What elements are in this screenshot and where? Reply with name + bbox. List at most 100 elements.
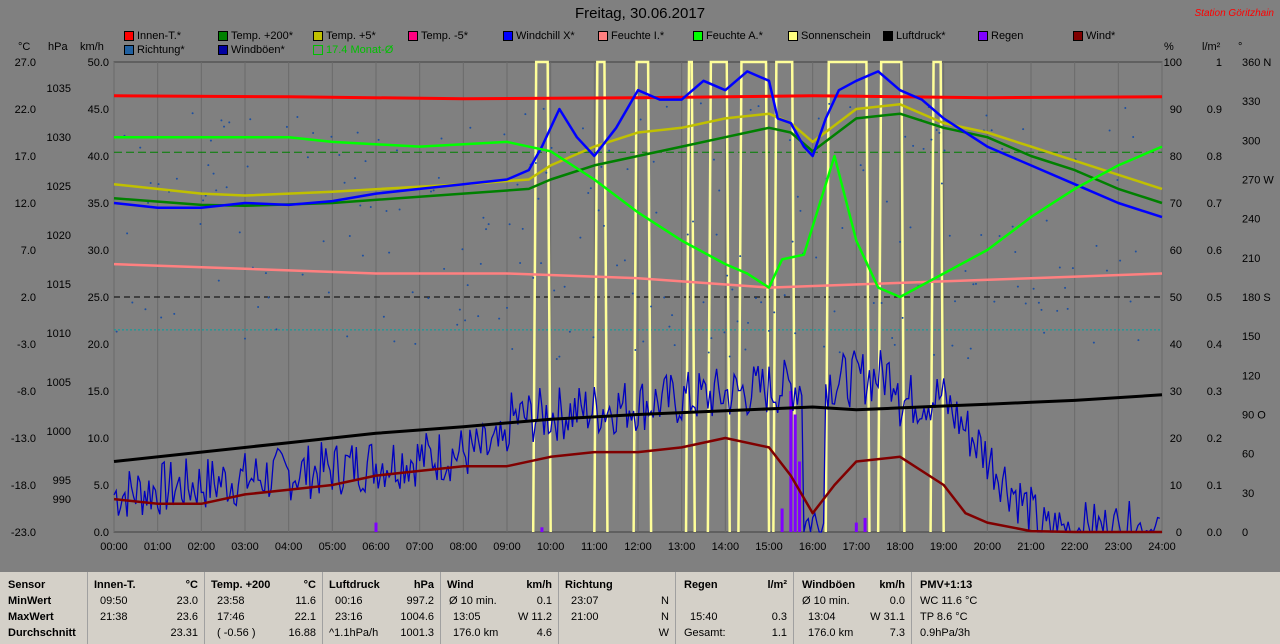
direction-dot: [744, 348, 747, 351]
innen-unit: °C: [185, 579, 198, 591]
direction-dot: [430, 190, 433, 193]
direction-dot: [464, 319, 467, 322]
deg-tick-label: 60: [1242, 449, 1254, 461]
direction-dot: [537, 197, 540, 200]
col-druck: Luftdruck hPa 00:16 997.2 23:16 1004.6 ^…: [323, 572, 441, 644]
x-tick-label: 20:00: [974, 541, 1002, 553]
legend-item: Richtung*: [124, 44, 185, 56]
direction-dot: [663, 296, 666, 299]
direction-dot: [238, 231, 241, 234]
sunshine-band: [876, 60, 906, 533]
temp-max-value: 22.1: [294, 611, 316, 623]
rain-bar: [789, 391, 793, 532]
direction-dot: [1095, 244, 1098, 247]
direction-dot: [728, 355, 731, 358]
direction-dot: [361, 254, 364, 257]
direction-dot: [553, 289, 556, 292]
kmh-tick-label: 50.0: [88, 57, 109, 69]
x-tick-label: 09:00: [493, 541, 521, 553]
legend-swatch: [124, 31, 134, 41]
wind-max-time: 13:05: [453, 611, 481, 623]
direction-dot: [718, 189, 721, 192]
stats-table: Sensor MinWert MaxWert Durchschnitt Inne…: [0, 572, 1280, 644]
temp-avg-value: 16.88: [288, 627, 316, 639]
direction-dot: [747, 321, 750, 324]
direction-dot: [726, 274, 729, 277]
temp-tick-label: 22.0: [15, 104, 36, 116]
direction-dot: [1024, 302, 1027, 305]
legend-label: Richtung*: [137, 44, 185, 56]
direction-dot: [443, 267, 446, 270]
rain-bar: [854, 522, 858, 532]
col-richtung: Richtung 23:07 N 21:00 N W: [559, 572, 676, 644]
direction-dot: [1032, 287, 1035, 290]
direction-dot: [524, 113, 527, 116]
temp-tick-label: -13.0: [11, 433, 36, 445]
direction-dot: [754, 297, 757, 300]
direction-dot: [364, 160, 367, 163]
direction-dot: [223, 125, 226, 128]
direction-dot: [990, 129, 993, 132]
col-pmv: PMV+1:13 WC 11.6 °C TP 8.6 °C 0.9hPa/3h: [912, 572, 1280, 644]
direction-dot: [665, 105, 668, 108]
legend-swatch: [503, 31, 513, 41]
pct-tick-label: 100: [1164, 57, 1182, 69]
rain-bar: [863, 517, 867, 532]
temp-tick-label: 27.0: [15, 57, 36, 69]
direction-dot: [550, 146, 553, 149]
direction-dot: [461, 248, 464, 251]
unit-pct: %: [1164, 41, 1174, 53]
direction-dot: [1071, 267, 1074, 270]
direction-dot: [369, 205, 372, 208]
direction-dot: [540, 262, 543, 265]
direction-dot: [244, 337, 246, 340]
direction-dot: [655, 211, 658, 214]
min-label: MinWert: [8, 595, 52, 607]
direction-dot: [306, 156, 309, 159]
direction-dot: [257, 306, 260, 309]
direction-dot: [799, 209, 802, 212]
legend-item: Feuchte A.*: [693, 30, 763, 42]
direction-dot: [469, 126, 472, 129]
direction-dot: [115, 330, 118, 333]
direction-dot: [707, 351, 710, 354]
temp-tick-label: 2.0: [21, 292, 36, 304]
legend-swatch: [978, 31, 988, 41]
legend-item: Windböen*: [218, 44, 285, 56]
direction-dot: [330, 135, 333, 138]
x-tick-label: 06:00: [362, 541, 390, 553]
legend-swatch: [598, 31, 608, 41]
direction-dot: [503, 133, 506, 136]
direction-dot: [723, 331, 726, 334]
temp-tick-label: -18.0: [11, 480, 36, 492]
lm2-tick-label: 0.0: [1207, 527, 1222, 539]
boeen-distance: 176.0 km: [808, 627, 854, 639]
col-wind: Wind km/h Ø 10 min. 0.1 13:05 W 11.2 176…: [441, 572, 559, 644]
direction-dot: [139, 146, 142, 149]
legend-item: Windchill X*: [503, 30, 575, 42]
x-tick-label: 16:00: [799, 541, 827, 553]
direction-dot: [948, 234, 951, 237]
direction-dot: [650, 305, 653, 308]
temp-min-value: 11.6: [295, 595, 316, 607]
lm2-tick-label: 0.3: [1207, 386, 1222, 398]
legend-label: Temp. +5*: [326, 30, 376, 42]
boeen-unit: km/h: [879, 579, 905, 591]
direction-dot: [904, 135, 907, 138]
deg-tick-label: 270 W: [1242, 175, 1274, 187]
x-tick-label: 05:00: [319, 541, 347, 553]
pct-tick-label: 70: [1170, 198, 1182, 210]
direction-dot: [788, 139, 791, 142]
direction-dot: [1001, 148, 1004, 151]
x-tick-label: 17:00: [843, 541, 871, 553]
direction-dot: [616, 264, 619, 267]
lm2-tick-label: 0.2: [1207, 433, 1222, 445]
series-line: [113, 94, 1163, 101]
kmh-tick-label: 30.0: [88, 245, 109, 257]
x-tick-label: 11:00: [581, 541, 608, 553]
x-tick-label: 21:00: [1017, 541, 1045, 553]
temp-tick-label: 7.0: [21, 245, 36, 257]
direction-dot: [597, 209, 600, 212]
direction-dot: [204, 194, 207, 197]
direction-dot: [699, 102, 702, 105]
